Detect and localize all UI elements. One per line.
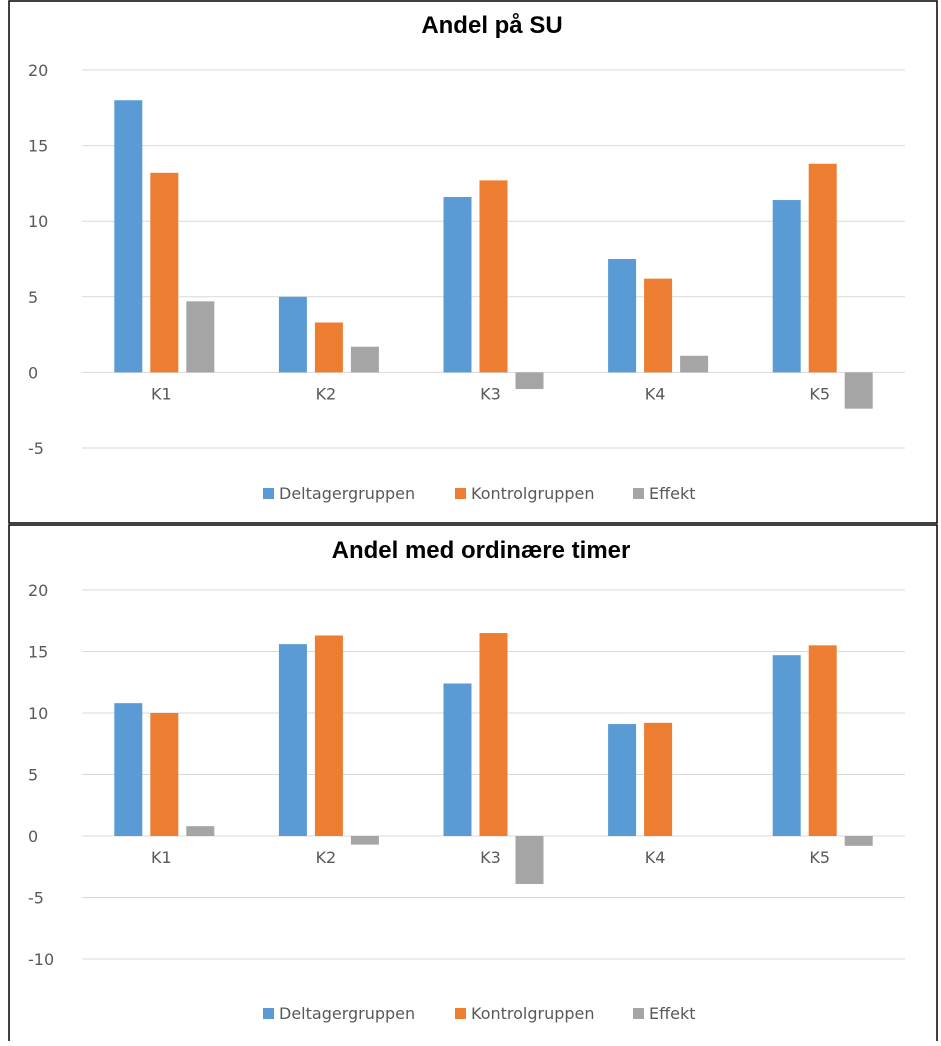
legend-swatch	[455, 488, 466, 499]
legend-label: Effekt	[649, 1004, 696, 1023]
legend-label: Deltagergruppen	[279, 1004, 415, 1023]
bar-kontrolgruppen-k3	[479, 180, 508, 373]
chart-frame	[8, 524, 938, 1046]
bar-effekt-k1	[186, 826, 215, 836]
category-label: K4	[645, 848, 666, 867]
bar-effekt-k2	[350, 346, 379, 373]
legend-label: Deltagergruppen	[279, 484, 415, 503]
legend-swatch	[263, 488, 274, 499]
bar-kontrolgruppen-k4	[644, 722, 673, 836]
y-tick-label: 20	[28, 581, 48, 600]
y-tick-label: -10	[28, 950, 54, 969]
y-tick-label: -5	[28, 889, 44, 908]
legend-swatch	[633, 1008, 644, 1019]
bar-kontrolgruppen-k2	[314, 635, 343, 836]
bar-effekt-k5	[844, 372, 873, 409]
bar-deltagergruppen-k1	[114, 100, 143, 373]
bar-deltagergruppen-k5	[772, 655, 801, 836]
chart-ordinaere-timer-svg: Andel med ordinære timer 20 15 10 5 0 -5 -10 K1…	[8, 524, 938, 1046]
category-label: K2	[316, 384, 337, 403]
bar-deltagergruppen-k1	[114, 703, 143, 836]
y-tick-label: 0	[28, 827, 38, 846]
legend: Deltagergruppen Kontrolgruppen Effekt	[263, 484, 696, 503]
y-tick-label: 0	[28, 363, 38, 382]
chart-ordinaere-timer: Andel med ordinære timer 20 15 10 5 0 -5 -10 K1…	[0, 524, 941, 1046]
bar-deltagergruppen-k3	[443, 197, 472, 373]
legend: Deltagergruppen Kontrolgruppen Effekt	[263, 1004, 696, 1023]
y-tick-label: 20	[28, 61, 48, 80]
legend-label: Kontrolgruppen	[471, 484, 595, 503]
bar-deltagergruppen-k4	[608, 259, 637, 373]
bar-effekt-k2	[350, 836, 379, 845]
y-tick-label: 5	[28, 766, 38, 785]
category-label: K1	[151, 848, 172, 867]
bar-kontrolgruppen-k1	[150, 172, 179, 373]
y-tick-label: 5	[28, 288, 38, 307]
bar-effekt-k4	[680, 355, 709, 373]
y-tick-label: 10	[28, 704, 48, 723]
chart-su-svg: Andel på SU 20 15 10 5 0 -5 K1 K2 K3 K4 K5 Deltager…	[8, 0, 938, 524]
bar-kontrolgruppen-k5	[808, 163, 837, 373]
legend-swatch	[633, 488, 644, 499]
y-tick-label: 10	[28, 212, 48, 231]
chart-su: Andel på SU 20 15 10 5 0 -5 K1 K2 K3 K4 K5 Deltager…	[8, 0, 938, 524]
bar-effekt-k1	[186, 301, 215, 373]
bar-deltagergruppen-k4	[608, 724, 637, 836]
bar-effekt-k3	[515, 372, 544, 390]
bar-kontrolgruppen-k5	[808, 645, 837, 836]
y-tick-label: 15	[28, 643, 48, 662]
chart-title: Andel på SU	[421, 12, 562, 39]
legend-swatch	[263, 1008, 274, 1019]
bar-kontrolgruppen-k4	[644, 278, 673, 373]
bar-kontrolgruppen-k3	[479, 633, 508, 836]
chart-frame	[8, 0, 938, 524]
legend-swatch	[455, 1008, 466, 1019]
bar-effekt-k5	[844, 836, 873, 846]
y-tick-label: -5	[28, 439, 44, 458]
bar-deltagergruppen-k3	[443, 683, 472, 836]
category-label: K2	[316, 848, 337, 867]
category-label: K3	[480, 848, 501, 867]
bar-deltagergruppen-k2	[278, 296, 307, 373]
y-tick-label: 15	[28, 137, 48, 156]
legend-label: Effekt	[649, 484, 696, 503]
category-label: K5	[809, 848, 830, 867]
legend-label: Kontrolgruppen	[471, 1004, 595, 1023]
bar-effekt-k3	[515, 836, 544, 884]
category-label: K1	[151, 384, 172, 403]
category-label: K4	[645, 384, 666, 403]
bar-deltagergruppen-k2	[278, 644, 307, 836]
chart-title: Andel med ordinære timer	[332, 537, 631, 564]
bar-kontrolgruppen-k2	[314, 322, 343, 373]
bar-deltagergruppen-k5	[772, 200, 801, 373]
category-label: K5	[809, 384, 830, 403]
category-label: K3	[480, 384, 501, 403]
bar-kontrolgruppen-k1	[150, 713, 179, 836]
